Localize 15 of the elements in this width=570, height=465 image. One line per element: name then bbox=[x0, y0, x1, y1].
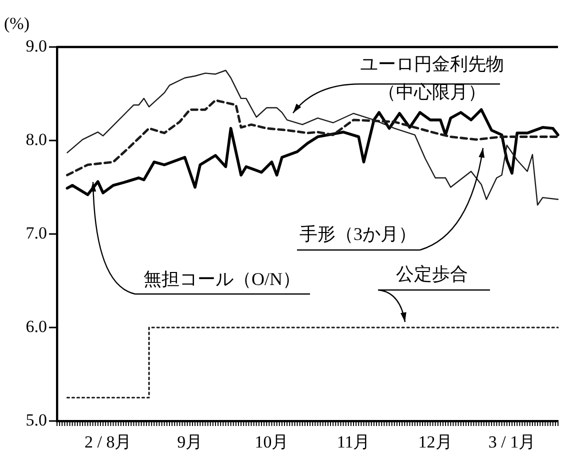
x-tick-label: 11月 bbox=[336, 432, 370, 452]
y-tick-label: 8.0 bbox=[26, 130, 47, 149]
y-axis-title: (%) bbox=[4, 14, 30, 33]
text: 無担コール（O/N） bbox=[144, 269, 300, 289]
y-tick-label: 9.0 bbox=[26, 36, 47, 56]
text: 手形（3か月） bbox=[300, 224, 416, 244]
x-tick-label: 10月 bbox=[254, 432, 289, 452]
x-tick-label: 2 / 8月 bbox=[84, 432, 132, 452]
text: 公定歩合 bbox=[396, 264, 468, 284]
y-tick-label: 5.0 bbox=[26, 410, 47, 430]
x-tick-label: 9月 bbox=[177, 432, 203, 452]
x-tick-label: 3 / 1月 bbox=[488, 432, 536, 452]
x-tick-label: 12月 bbox=[418, 432, 452, 452]
y-tick-label: 7.0 bbox=[26, 223, 47, 242]
y-tick-label: 6.0 bbox=[26, 316, 47, 336]
